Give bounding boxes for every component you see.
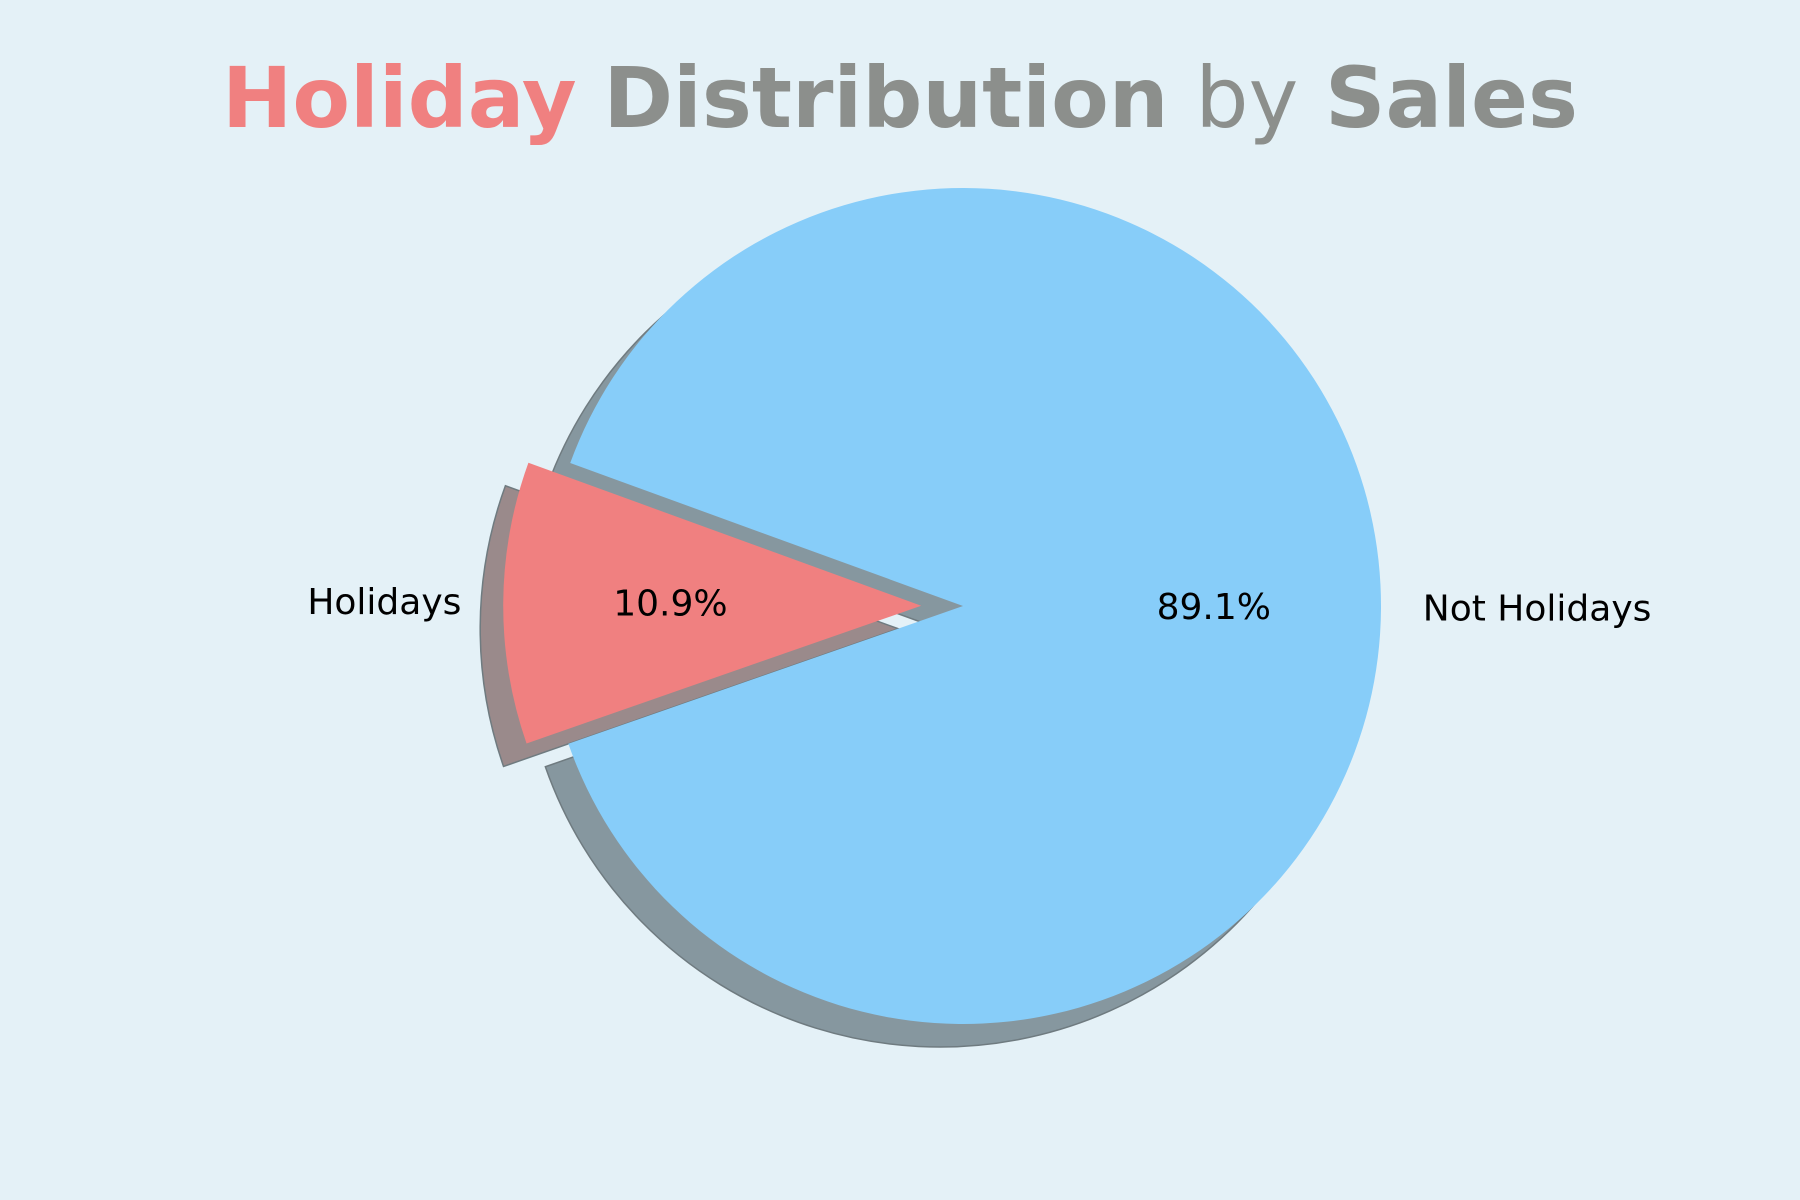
pie-slice-layer xyxy=(503,187,1382,1024)
slice-label-holidays: Holidays xyxy=(307,582,461,623)
slice-holidays xyxy=(503,462,922,744)
title-word-sales: Sales xyxy=(1325,49,1578,147)
slice-pct-not-holidays: 89.1% xyxy=(1157,587,1271,628)
title-word-by: by xyxy=(1195,49,1299,147)
slice-label-not-holidays: Not Holidays xyxy=(1423,589,1652,630)
slice-pct-holidays: 10.9% xyxy=(613,584,727,625)
title-word-distribution: Distribution xyxy=(603,49,1169,147)
pie-label-layer: Holidays 10.9% Not Holidays 89.1% xyxy=(307,582,1651,629)
title-word-holiday: Holiday xyxy=(222,49,577,147)
chart-title: Holiday Distribution by Sales xyxy=(0,48,1800,149)
slice-not-holidays xyxy=(568,187,1382,1024)
